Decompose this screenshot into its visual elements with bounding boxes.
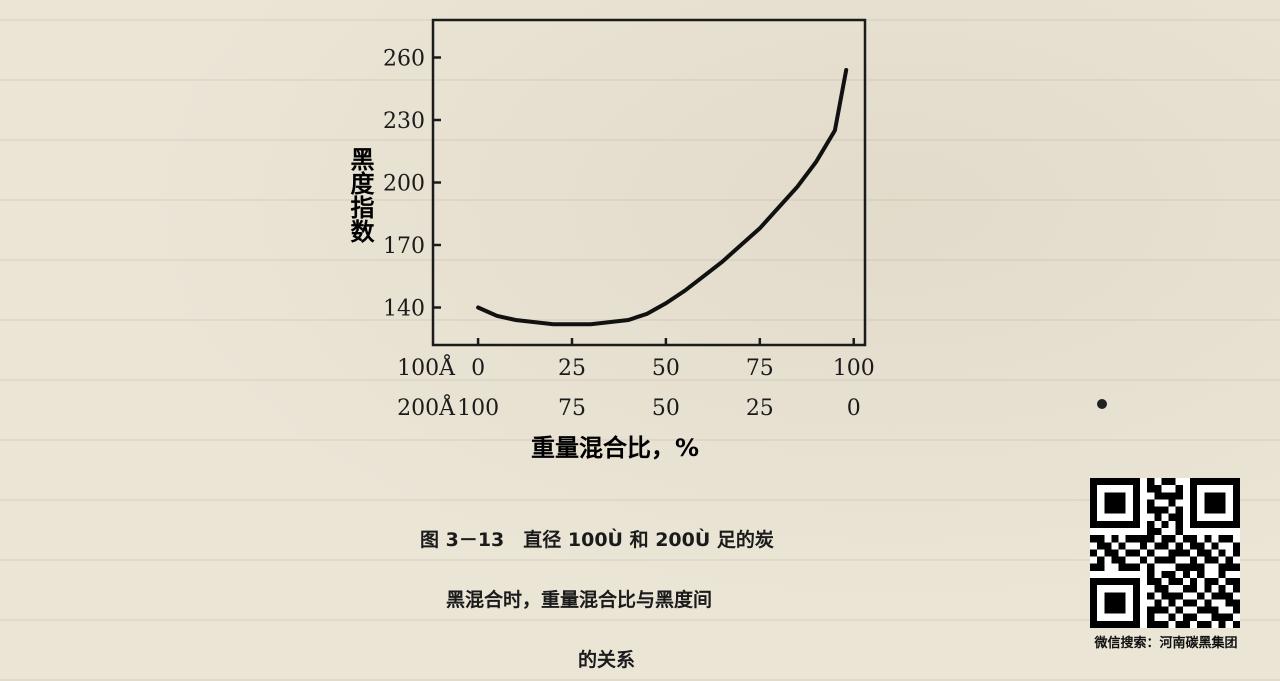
series-line (476, 68, 849, 327)
x-row-name-0: 100Å (397, 353, 456, 381)
y-tick-label-200: 200 (383, 172, 425, 197)
x-tick-label-1-0: 100 (457, 396, 499, 421)
y-tick-label-140: 140 (383, 297, 425, 322)
watermark-text: 微信搜索：河南碳黑集团 (1094, 636, 1238, 651)
x-tick-label-0-4: 100 (833, 356, 875, 381)
caption-line-3: 的关系 (578, 649, 636, 671)
y-tick-label-230: 230 (383, 109, 425, 134)
y-tick-label-170: 170 (383, 234, 425, 259)
x-tick-label-0-2: 50 (652, 356, 680, 381)
x-tick-label-0-3: 75 (746, 356, 774, 381)
caption-line-1: 图 3－13 直径 100Ù 和 200Ù 足的炭 (420, 529, 774, 551)
ink-spot (1097, 399, 1107, 409)
caption-line-2: 黑混合时，重量混合比与黑度间 (446, 589, 713, 611)
y-axis: 140 170 200 230 260 (383, 47, 441, 322)
x-tick-label-1-4: 0 (847, 396, 861, 421)
qr-code (1090, 478, 1240, 628)
x-tick-label-1-1: 75 (558, 396, 586, 421)
x-tick-label-1-2: 50 (652, 396, 680, 421)
x-tick-label-1-3: 25 (746, 396, 774, 421)
x-axis-label: 重量混合比，% (531, 434, 699, 462)
x-row-name-1: 200Å (397, 393, 456, 421)
x-axis (476, 338, 855, 345)
x-tick-label-0-0: 0 (471, 356, 485, 381)
x-tick-label-0-1: 25 (558, 356, 586, 381)
y-axis-label: 黑度指数 (346, 147, 374, 244)
y-tick-label-260: 260 (383, 47, 425, 72)
